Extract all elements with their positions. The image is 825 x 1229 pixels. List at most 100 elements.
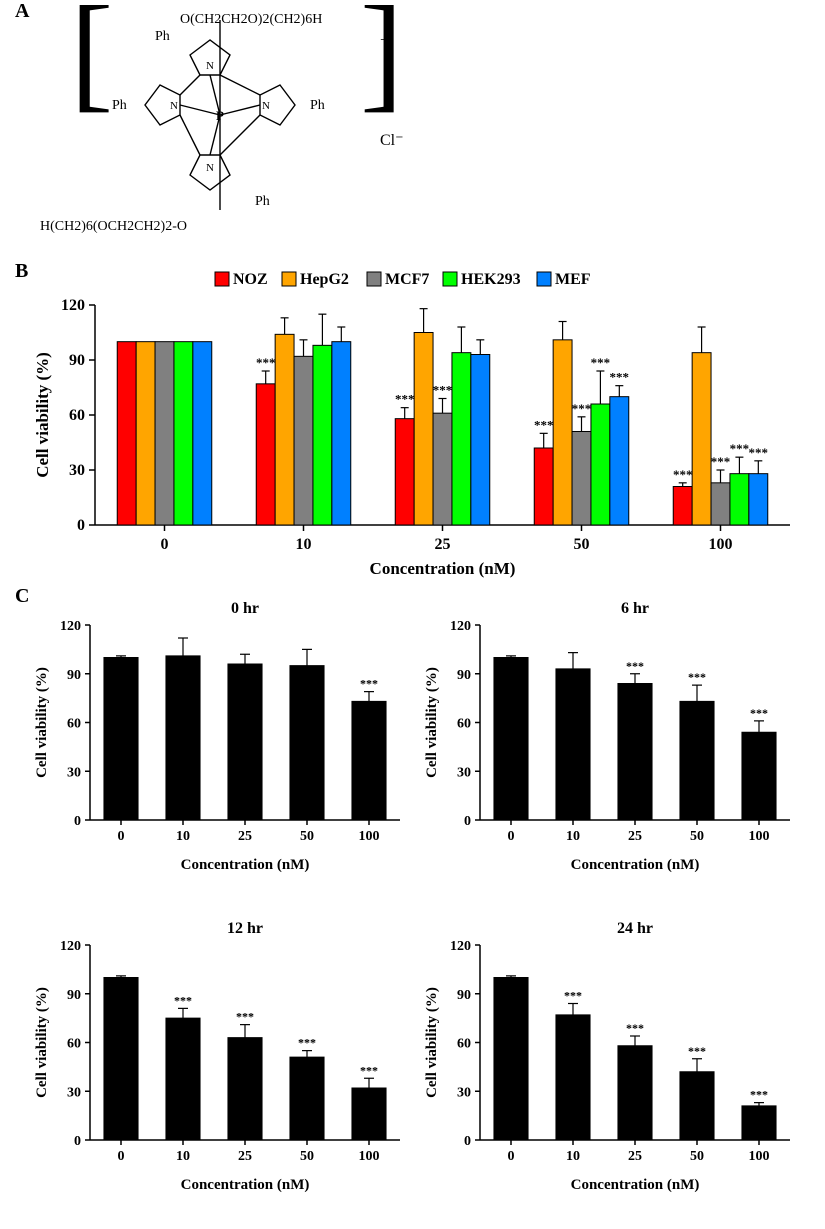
bar bbox=[166, 656, 200, 820]
ylabel: Cell viability (%) bbox=[34, 667, 50, 778]
bar bbox=[395, 419, 414, 525]
ytick-label: 60 bbox=[457, 1037, 471, 1052]
sig-marker: *** bbox=[174, 993, 192, 1007]
ytick-label: 120 bbox=[61, 297, 85, 314]
xtick-label: 10 bbox=[296, 536, 312, 553]
ytick-label: 90 bbox=[457, 668, 471, 683]
meso-ph: Ph bbox=[112, 98, 127, 113]
sig-marker: *** bbox=[564, 989, 582, 1003]
bracket-left: [ bbox=[70, 5, 113, 124]
xlabel: Concentration (nM) bbox=[571, 1177, 700, 1193]
subplot-title: 24 hr bbox=[617, 920, 653, 937]
ylabel: Cell viability (%) bbox=[424, 667, 440, 778]
sig-marker: *** bbox=[749, 445, 769, 460]
bar bbox=[136, 342, 155, 525]
sig-marker: *** bbox=[610, 370, 630, 385]
ytick-label: 0 bbox=[74, 1134, 81, 1149]
xtick-label: 100 bbox=[749, 829, 770, 844]
sig-marker: *** bbox=[236, 1010, 254, 1024]
sig-marker: *** bbox=[298, 1036, 316, 1050]
bar bbox=[414, 333, 433, 526]
meso-ph: Ph bbox=[310, 98, 325, 113]
ytick-label: 60 bbox=[69, 407, 85, 424]
legend-swatch bbox=[215, 272, 229, 286]
bar bbox=[352, 701, 386, 820]
ytick-label: 30 bbox=[67, 1085, 81, 1100]
central-atom: P bbox=[216, 108, 224, 123]
sig-marker: *** bbox=[750, 1088, 768, 1102]
ytick-label: 60 bbox=[67, 1037, 81, 1052]
xtick-label: 50 bbox=[574, 536, 590, 553]
bar bbox=[610, 397, 629, 525]
bar bbox=[742, 1106, 776, 1140]
ytick-label: 0 bbox=[464, 1134, 471, 1149]
legend: NOZHepG2MCF7HEK293MEF bbox=[215, 271, 591, 288]
xlabel: Concentration (nM) bbox=[571, 857, 700, 873]
bar bbox=[471, 355, 490, 526]
ytick-label: 0 bbox=[464, 814, 471, 829]
sig-marker: *** bbox=[730, 441, 750, 456]
panel-b-chart: NOZHepG2MCF7HEK293MEF0306090120010***25*… bbox=[30, 270, 800, 580]
xtick-label: 10 bbox=[176, 829, 190, 844]
bar bbox=[117, 342, 136, 525]
sig-marker: *** bbox=[572, 401, 592, 416]
xtick-label: 0 bbox=[508, 1149, 515, 1164]
axial-top: O(CH2CH2O)2(CH2)6H bbox=[180, 12, 322, 27]
bar bbox=[452, 353, 471, 525]
counterion: Cl⁻ bbox=[380, 132, 404, 149]
sig-marker: *** bbox=[360, 1063, 378, 1077]
bar bbox=[155, 342, 174, 525]
bar bbox=[730, 474, 749, 525]
sig-marker: *** bbox=[360, 677, 378, 691]
sig-marker: *** bbox=[395, 392, 415, 407]
xtick-label: 50 bbox=[690, 1149, 704, 1164]
legend-swatch bbox=[367, 272, 381, 286]
ytick-label: 90 bbox=[69, 352, 85, 369]
xtick-label: 25 bbox=[238, 829, 252, 844]
bar bbox=[494, 978, 528, 1141]
ytick-label: 90 bbox=[67, 668, 81, 683]
legend-label: MCF7 bbox=[385, 271, 429, 288]
panel-c-subplot-0hr: 0 hr03060901200102550***100Cell viabilit… bbox=[30, 595, 410, 875]
ytick-label: 120 bbox=[60, 939, 81, 954]
xlabel: Concentration (nM) bbox=[181, 1177, 310, 1193]
ytick-label: 90 bbox=[457, 988, 471, 1003]
bar bbox=[104, 658, 138, 821]
bar bbox=[275, 334, 294, 525]
bar bbox=[313, 345, 332, 525]
xtick-label: 50 bbox=[690, 829, 704, 844]
bar bbox=[256, 384, 275, 525]
xtick-label: 0 bbox=[118, 829, 125, 844]
xtick-label: 50 bbox=[300, 1149, 314, 1164]
bar bbox=[228, 1038, 262, 1140]
xtick-label: 50 bbox=[300, 829, 314, 844]
bar bbox=[749, 474, 768, 525]
xtick-label: 25 bbox=[628, 829, 642, 844]
legend-swatch bbox=[537, 272, 551, 286]
ylabel: Cell viability (%) bbox=[33, 352, 52, 478]
bar bbox=[290, 666, 324, 820]
panel-c-subplot-12hr: 12 hr03060901200***10***25***50***100Cel… bbox=[30, 915, 410, 1195]
xtick-label: 25 bbox=[435, 536, 451, 553]
ytick-label: 0 bbox=[77, 517, 85, 534]
xtick-label: 100 bbox=[359, 829, 380, 844]
sig-marker: *** bbox=[591, 355, 611, 370]
sig-marker: *** bbox=[688, 1044, 706, 1058]
xtick-label: 10 bbox=[176, 1149, 190, 1164]
xtick-label: 100 bbox=[709, 536, 733, 553]
sig-marker: *** bbox=[750, 706, 768, 720]
panel-label-c: C bbox=[15, 585, 29, 608]
bar bbox=[680, 1072, 714, 1140]
panel-label-a: A bbox=[15, 0, 29, 23]
ylabel: Cell viability (%) bbox=[34, 987, 50, 1098]
svg-text:N: N bbox=[170, 100, 178, 112]
xtick-label: 0 bbox=[118, 1149, 125, 1164]
bar bbox=[534, 448, 553, 525]
panel-c-subplot-6hr: 6 hr0306090120010***25***50***100Cell vi… bbox=[420, 595, 800, 875]
bar bbox=[618, 1046, 652, 1140]
bar bbox=[104, 978, 138, 1141]
sig-marker: *** bbox=[711, 454, 731, 469]
bar bbox=[742, 732, 776, 820]
bar bbox=[193, 342, 212, 525]
bar bbox=[332, 342, 351, 525]
